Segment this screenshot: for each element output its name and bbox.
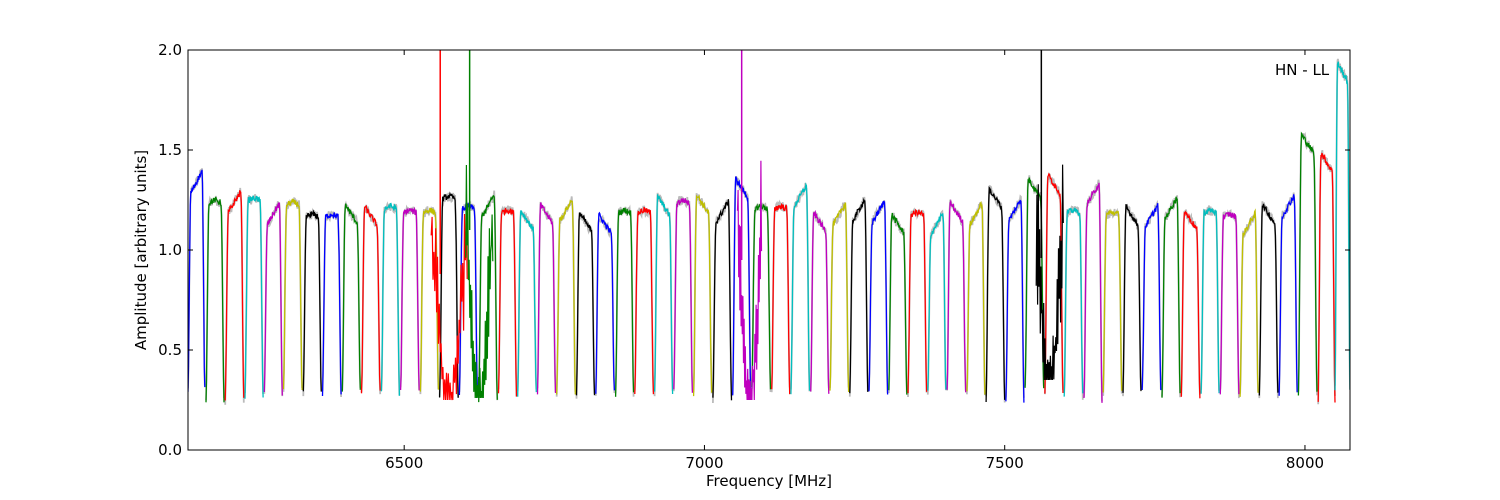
band-trace bbox=[497, 207, 518, 397]
band-trace bbox=[399, 206, 420, 391]
x-axis-label: Frequency [MHz] bbox=[706, 472, 832, 490]
band-trace bbox=[1219, 211, 1240, 395]
y-tick-label: 2.0 bbox=[158, 41, 182, 59]
band-trace bbox=[419, 207, 440, 392]
band-trace bbox=[907, 208, 928, 394]
band-trace bbox=[1122, 203, 1142, 393]
y-axis-label: Amplitude [arbitrary units] bbox=[132, 150, 150, 350]
band-trace bbox=[1200, 207, 1220, 394]
band-trace bbox=[302, 209, 322, 392]
band-trace bbox=[1141, 203, 1162, 391]
x-tick-label: 7000 bbox=[685, 454, 723, 472]
band-trace bbox=[1044, 172, 1064, 394]
band-trace bbox=[771, 202, 791, 395]
band-trace bbox=[595, 211, 616, 394]
axis-ticks: 6500 7000 7500 8000 0.0 0.5 1.0 1.5 2.0 bbox=[158, 41, 1350, 472]
band-trace bbox=[263, 202, 283, 396]
rfi-trace bbox=[1035, 164, 1064, 381]
band-trace bbox=[985, 185, 1006, 403]
rfi-trace bbox=[736, 160, 763, 401]
band-trace bbox=[282, 198, 303, 391]
band-trace bbox=[1278, 194, 1298, 396]
band-trace bbox=[478, 194, 498, 403]
annotation-label: HN - LL bbox=[1275, 61, 1330, 79]
band-trace bbox=[692, 194, 713, 397]
band-trace bbox=[438, 191, 459, 398]
band-trace bbox=[341, 203, 361, 392]
band-trace bbox=[1239, 208, 1259, 397]
band-trace bbox=[614, 207, 635, 397]
rfi-trace bbox=[465, 164, 494, 399]
reference-trace bbox=[809, 211, 830, 392]
band-trace bbox=[556, 199, 576, 395]
band-trace bbox=[1180, 210, 1201, 399]
x-tick-label: 7500 bbox=[986, 454, 1024, 472]
band-trace bbox=[1063, 207, 1084, 397]
band-trace bbox=[927, 212, 947, 391]
band-trace bbox=[712, 199, 733, 401]
band-trace bbox=[946, 198, 967, 393]
x-tick-label: 6500 bbox=[385, 454, 423, 472]
reference-trace bbox=[380, 201, 401, 396]
band-trace bbox=[224, 190, 245, 401]
band-trace bbox=[517, 210, 537, 397]
band-trace bbox=[1161, 196, 1181, 398]
band-trace bbox=[1334, 61, 1350, 391]
y-tick-label: 1.5 bbox=[158, 141, 182, 159]
band-trace bbox=[868, 200, 889, 395]
band-trace bbox=[634, 206, 655, 395]
band-trace bbox=[380, 202, 401, 396]
band-trace bbox=[849, 197, 869, 394]
y-tick-label: 1.0 bbox=[158, 241, 182, 259]
band-trace bbox=[829, 202, 850, 393]
band-trace bbox=[790, 182, 811, 395]
band-trace bbox=[1258, 203, 1279, 396]
band-trace bbox=[673, 198, 694, 393]
band-trace bbox=[536, 202, 557, 395]
reference-trace bbox=[907, 207, 928, 398]
band-trace bbox=[360, 204, 381, 394]
band-trace bbox=[575, 212, 596, 396]
band-trace bbox=[1102, 209, 1123, 393]
band-trace bbox=[810, 209, 830, 394]
band-trace bbox=[188, 169, 206, 392]
band-trace bbox=[1005, 199, 1025, 403]
band-trace bbox=[321, 212, 342, 397]
y-tick-label: 0.5 bbox=[158, 341, 182, 359]
band-trace bbox=[653, 194, 674, 395]
band-trace bbox=[966, 200, 986, 395]
rfi-trace bbox=[430, 213, 468, 401]
band-trace bbox=[1297, 131, 1318, 396]
band-trace bbox=[205, 196, 225, 403]
band-trace bbox=[1083, 182, 1103, 403]
plot-area bbox=[188, 50, 1350, 405]
band-trace bbox=[888, 212, 908, 395]
y-tick-label: 0.0 bbox=[158, 441, 182, 459]
band-trace bbox=[244, 195, 264, 399]
band-trace bbox=[1317, 152, 1336, 403]
x-tick-label: 8000 bbox=[1286, 454, 1324, 472]
